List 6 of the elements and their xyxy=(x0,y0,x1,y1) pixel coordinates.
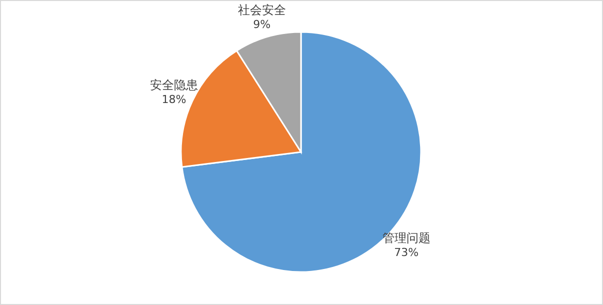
data-label: 9% xyxy=(253,18,271,32)
slice-label: 社会安全 xyxy=(238,3,286,18)
data-label: 18% xyxy=(162,93,186,106)
slice-label: 安全隐患 xyxy=(150,78,198,92)
slice-label: 管理问题 xyxy=(382,230,430,245)
data-label: 73% xyxy=(394,246,419,259)
